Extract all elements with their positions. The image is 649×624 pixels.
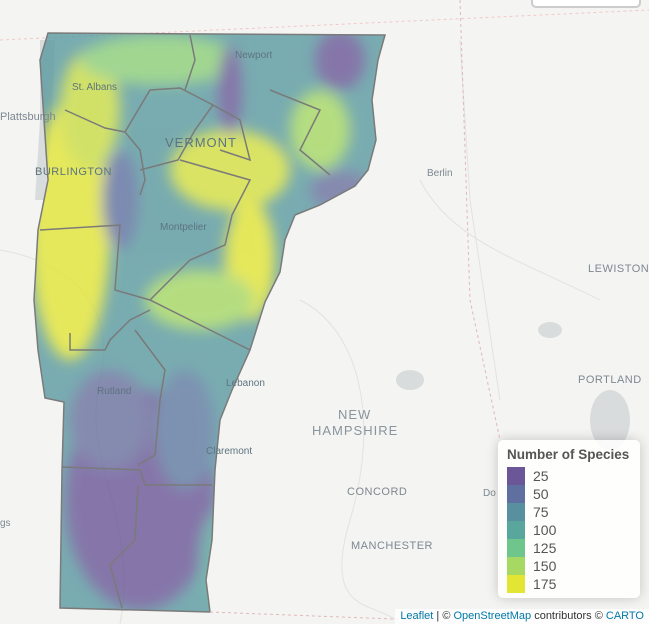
label-claremont: Claremont <box>206 446 253 457</box>
label-portland: PORTLAND <box>578 374 642 386</box>
label-lewiston: LEWISTON <box>588 263 649 275</box>
legend-item: 100 <box>507 521 627 539</box>
legend-label: 75 <box>533 504 549 520</box>
osm-link[interactable]: OpenStreetMap <box>453 610 532 622</box>
legend-item: 175 <box>507 575 627 593</box>
attr-sep: | © <box>433 610 454 622</box>
label-rutland: Rutland <box>97 386 132 397</box>
legend-label: 125 <box>533 540 557 556</box>
legend-label: 175 <box>533 576 557 592</box>
legend-label: 50 <box>533 486 549 502</box>
legend: Number of Species 25 50 75 100 125 150 175 <box>498 440 640 598</box>
legend-item: 125 <box>507 539 627 557</box>
label-hampshire: HAMPSHIRE <box>312 423 399 438</box>
label-concord: CONCORD <box>347 486 408 498</box>
attr-contrib: contributors © <box>531 610 606 622</box>
legend-item: 25 <box>507 467 627 485</box>
legend-label: 150 <box>533 558 557 574</box>
legend-swatch <box>507 557 525 575</box>
legend-swatch <box>507 539 525 557</box>
layers-control[interactable] <box>531 0 641 8</box>
label-newport: Newport <box>235 50 273 61</box>
legend-swatch <box>507 503 525 521</box>
legend-item: 75 <box>507 503 627 521</box>
legend-item: 50 <box>507 485 627 503</box>
label-new: NEW <box>338 407 372 422</box>
label-manchester: MANCHESTER <box>351 540 434 552</box>
legend-swatch <box>507 467 525 485</box>
attribution: Leaflet | © OpenStreetMap contributors ©… <box>395 609 649 624</box>
label-vermont: VERMONT <box>165 135 237 150</box>
legend-swatch <box>507 521 525 539</box>
county-boundaries <box>33 32 386 613</box>
legend-label: 100 <box>533 522 557 538</box>
label-burlington: BURLINGTON <box>35 166 112 178</box>
carto-link[interactable]: CARTO <box>605 610 644 622</box>
legend-label: 25 <box>533 468 549 484</box>
label-do: Do <box>483 488 496 499</box>
state-borders <box>209 0 501 621</box>
legend-swatch <box>507 485 525 503</box>
label-plattsburgh: Plattsburgh <box>0 111 56 123</box>
label-montpelier: Montpelier <box>160 222 207 233</box>
legend-title: Number of Species <box>507 447 630 462</box>
label-lebanon: Lebanon <box>226 378 265 389</box>
label-st-albans: St. Albans <box>72 82 118 93</box>
label-berlin: Berlin <box>427 168 453 179</box>
label-gs: gs <box>0 518 11 529</box>
leaflet-link[interactable]: Leaflet <box>400 610 434 622</box>
legend-swatch <box>507 575 525 593</box>
legend-item: 150 <box>507 557 627 575</box>
